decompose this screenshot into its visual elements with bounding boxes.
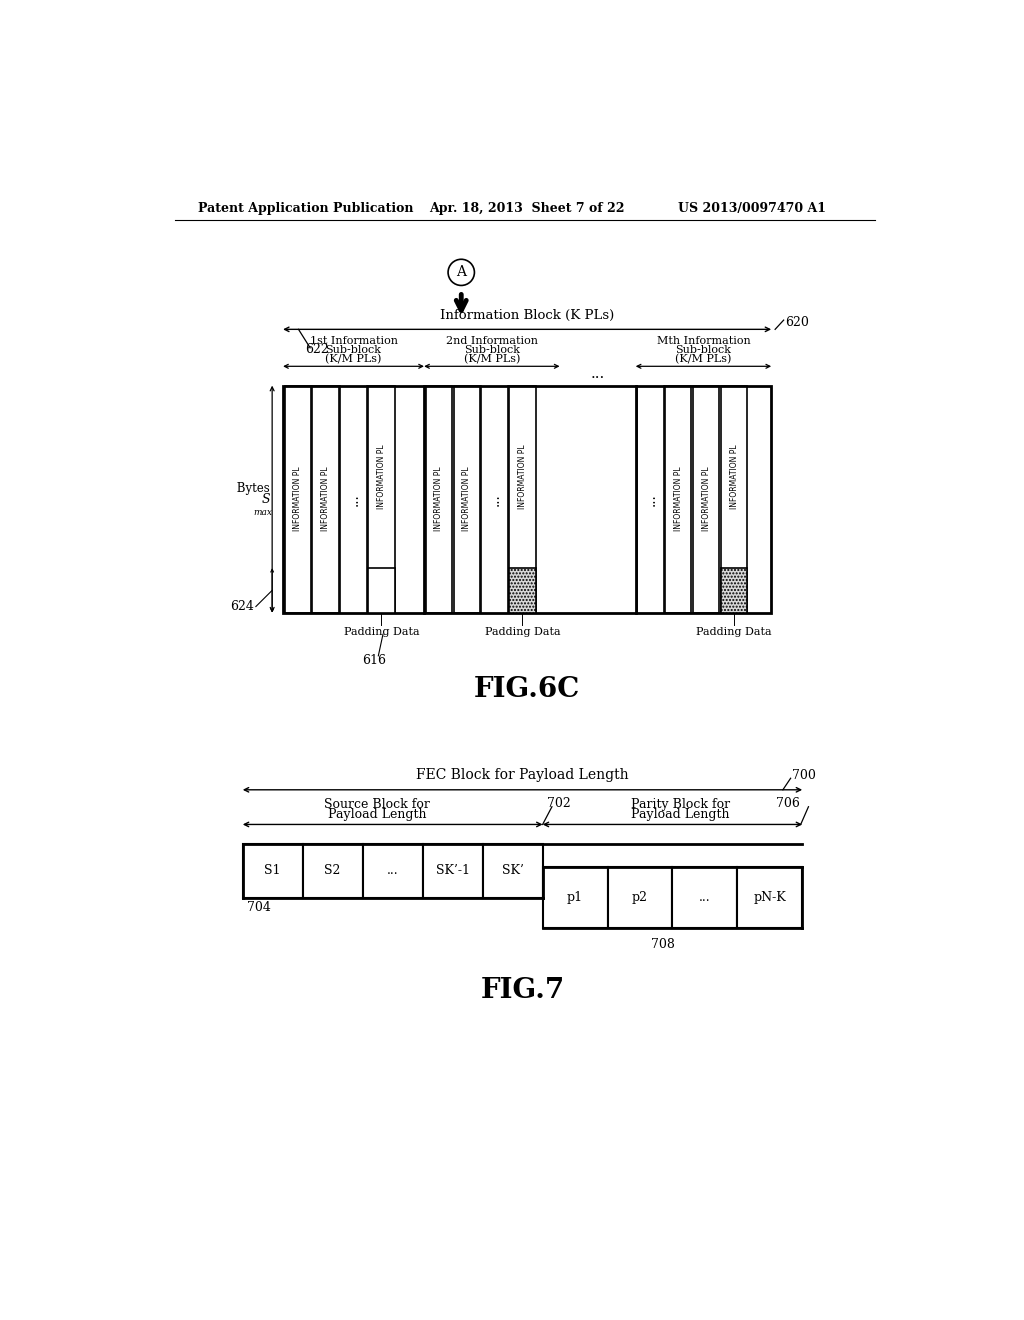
Text: 622: 622 <box>305 343 329 356</box>
Text: SK’-1: SK’-1 <box>435 865 470 878</box>
Text: ...: ... <box>387 865 398 878</box>
Text: INFORMATION PL: INFORMATION PL <box>462 467 471 532</box>
Bar <box>665 385 691 612</box>
Text: 620: 620 <box>785 315 809 329</box>
Bar <box>673 867 737 928</box>
Bar <box>423 843 482 898</box>
Text: (K/M PLs): (K/M PLs) <box>326 354 382 364</box>
Bar <box>509 568 536 612</box>
Bar <box>454 385 480 612</box>
Text: A: A <box>457 265 466 280</box>
Text: p1: p1 <box>567 891 583 904</box>
Text: S2: S2 <box>325 865 341 878</box>
Bar <box>721 568 748 612</box>
Text: (K/M PLs): (K/M PLs) <box>675 354 731 364</box>
Text: INFORMATION PL: INFORMATION PL <box>293 467 302 532</box>
Bar <box>362 843 423 898</box>
Bar <box>737 867 802 928</box>
Text: ...: ... <box>643 492 657 506</box>
Text: Bytes: Bytes <box>233 482 270 495</box>
Text: Parity Block for: Parity Block for <box>631 799 730 812</box>
Text: FEC Block for Payload Length: FEC Block for Payload Length <box>416 768 629 781</box>
Text: ...: ... <box>346 492 360 506</box>
Text: Patent Application Publication: Patent Application Publication <box>198 202 414 215</box>
Bar <box>369 568 394 612</box>
Text: FIG.6C: FIG.6C <box>474 676 581 704</box>
Bar <box>285 385 311 612</box>
Text: Mth Information: Mth Information <box>656 335 751 346</box>
Bar <box>721 385 748 612</box>
Text: 700: 700 <box>793 770 816 783</box>
Text: Payload Length: Payload Length <box>631 808 729 821</box>
Text: INFORMATION PL: INFORMATION PL <box>377 445 386 510</box>
Text: ...: ... <box>591 367 605 381</box>
Text: 2nd Information: 2nd Information <box>445 335 538 346</box>
Text: p2: p2 <box>632 891 648 904</box>
Text: 624: 624 <box>229 601 254 612</box>
Text: Padding Data: Padding Data <box>484 627 560 636</box>
Text: Payload Length: Payload Length <box>328 808 426 821</box>
Text: 706: 706 <box>776 797 800 810</box>
Text: INFORMATION PL: INFORMATION PL <box>322 467 330 532</box>
Text: (K/M PLs): (K/M PLs) <box>464 354 520 364</box>
Text: Information Block (K PLs): Information Block (K PLs) <box>440 309 614 322</box>
Bar <box>243 843 303 898</box>
Text: Sub-block: Sub-block <box>326 345 382 355</box>
Text: FIG.7: FIG.7 <box>481 977 565 1003</box>
Text: INFORMATION PL: INFORMATION PL <box>729 445 738 510</box>
Text: 616: 616 <box>362 653 386 667</box>
Text: Padding Data: Padding Data <box>696 627 772 636</box>
Text: 708: 708 <box>651 937 675 950</box>
Text: ...: ... <box>699 891 711 904</box>
Text: US 2013/0097470 A1: US 2013/0097470 A1 <box>678 202 826 215</box>
Text: SK’: SK’ <box>502 865 523 878</box>
Bar <box>303 843 362 898</box>
Text: Source Block for: Source Block for <box>325 799 430 812</box>
Bar <box>426 385 452 612</box>
Text: 1st Information: 1st Information <box>309 335 397 346</box>
Text: max: max <box>253 508 272 517</box>
Text: S: S <box>261 492 270 506</box>
Text: Apr. 18, 2013  Sheet 7 of 22: Apr. 18, 2013 Sheet 7 of 22 <box>429 202 625 215</box>
Bar <box>607 867 673 928</box>
Bar <box>509 385 536 612</box>
Text: Padding Data: Padding Data <box>344 627 419 636</box>
Text: S1: S1 <box>264 865 281 878</box>
Text: 704: 704 <box>247 902 270 915</box>
Text: INFORMATION PL: INFORMATION PL <box>701 467 711 532</box>
Text: INFORMATION PL: INFORMATION PL <box>674 467 683 532</box>
Bar <box>543 867 607 928</box>
Text: INFORMATION PL: INFORMATION PL <box>434 467 443 532</box>
Text: Sub-block: Sub-block <box>676 345 731 355</box>
Bar <box>693 385 719 612</box>
Text: Sub-block: Sub-block <box>464 345 520 355</box>
Text: 702: 702 <box>547 797 570 810</box>
Text: pN-K: pN-K <box>754 891 786 904</box>
Bar <box>283 385 771 612</box>
Bar <box>369 385 394 612</box>
Bar <box>312 385 339 612</box>
Text: INFORMATION PL: INFORMATION PL <box>518 445 527 510</box>
Text: ...: ... <box>487 492 502 506</box>
Bar <box>482 843 543 898</box>
